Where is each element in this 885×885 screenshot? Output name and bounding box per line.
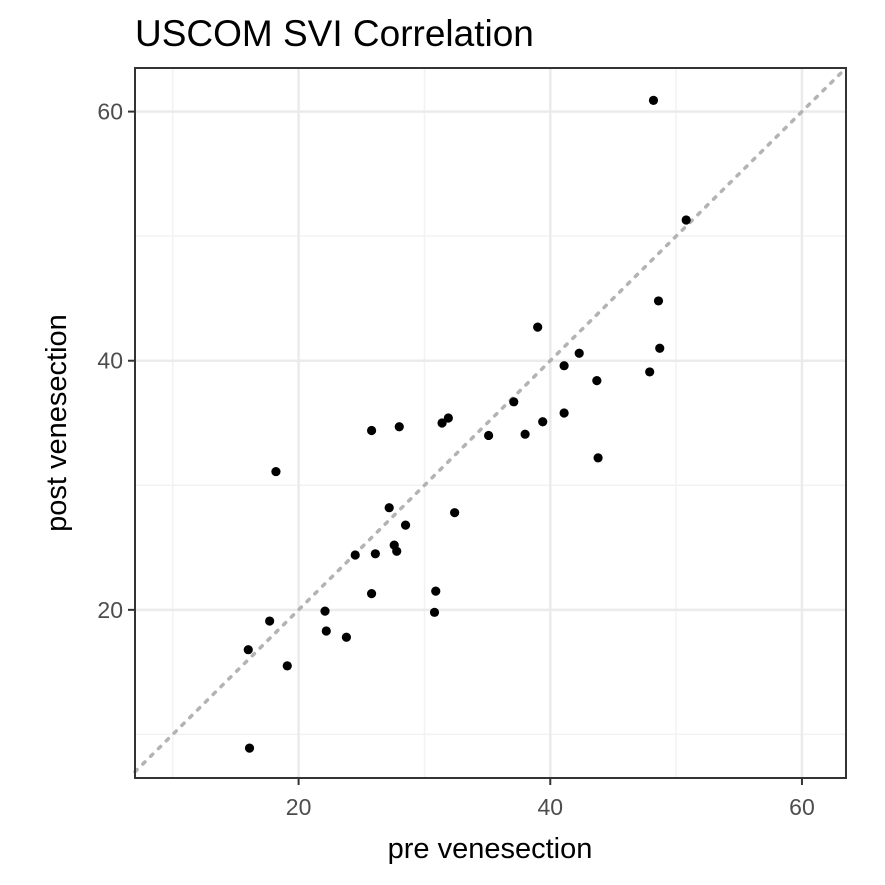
data-point [341,632,352,642]
chart-title: USCOM SVI Correlation [135,13,534,54]
data-point [431,586,441,596]
y-tick-label: 20 [97,597,123,623]
data-point [400,520,411,530]
x-axis-ticks [297,778,803,785]
data-point [559,361,569,371]
data-point [653,296,664,306]
data-point [394,422,404,432]
identity-reference-line [133,66,848,774]
data-point [538,417,548,427]
y-axis-tick-labels: 20 40 60 [97,99,123,623]
data-point [559,408,569,418]
data-point [574,348,584,358]
data-point [655,343,665,353]
data-point [243,645,253,655]
data-point [350,550,360,560]
data-point [520,429,530,439]
y-axis-ticks [128,110,135,611]
data-point [648,95,659,105]
panel-background [135,68,846,778]
data-point [443,413,453,423]
data-point [392,546,402,556]
minor-gridlines [135,68,846,778]
data-point [533,322,543,332]
y-tick-label: 60 [97,99,123,125]
data-point [437,418,447,428]
data-point [271,466,281,477]
x-axis-title: pre venesection [388,833,593,865]
data-point [645,367,655,377]
data-point [321,626,331,636]
data-point [681,215,691,225]
data-point [282,661,292,671]
x-axis: 20 40 60 [286,778,815,820]
y-tick-label: 40 [97,348,123,374]
x-tick-label: 40 [537,794,563,820]
data-point [370,549,380,559]
data-point [509,397,519,407]
data-point [450,508,460,518]
data-point [244,743,255,753]
data-point [429,607,440,617]
data-point [592,376,602,386]
data-point [384,503,394,513]
data-point [320,606,330,616]
x-tick-label: 60 [789,794,815,820]
data-point [484,430,494,441]
x-tick-label: 20 [286,794,312,820]
data-point [366,425,377,436]
data-point [593,453,603,463]
data-point [265,616,275,626]
y-axis: 20 40 60 [97,99,135,623]
x-axis-tick-labels: 20 40 60 [286,794,815,820]
major-gridlines [135,68,846,778]
data-points [243,95,691,753]
data-point [366,589,377,599]
y-axis-title: post venesection [41,314,73,532]
panel-border [134,67,847,779]
plot-panel [133,66,848,779]
